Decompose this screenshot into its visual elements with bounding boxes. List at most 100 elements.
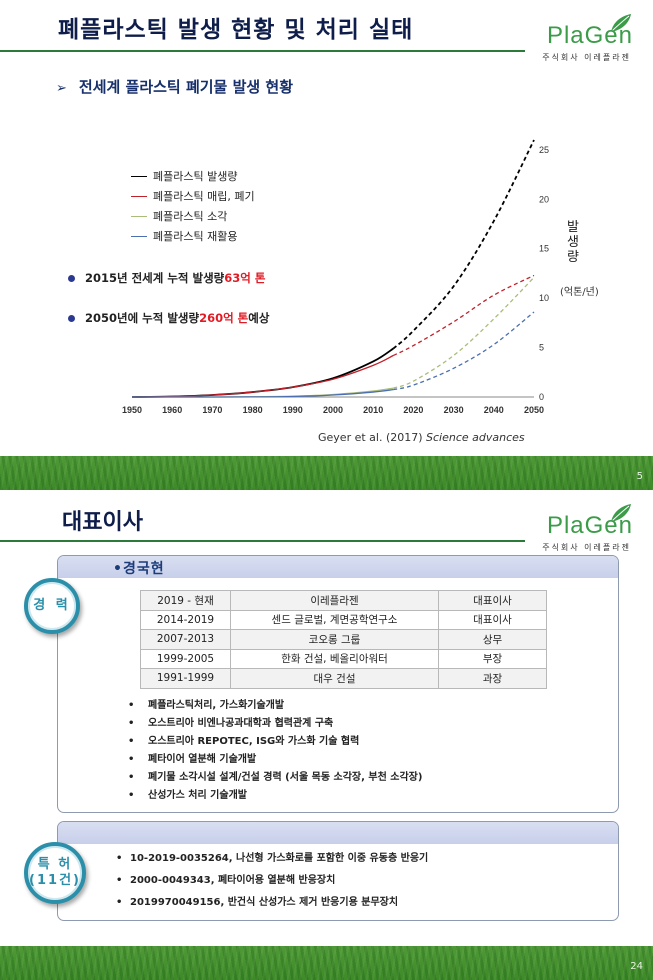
legend-item: 폐플라스틱 발생량: [131, 166, 255, 186]
table-row: 2014-2019 센드 글로벌, 계면공학연구소 대표이사: [140, 609, 547, 630]
y-tick-label: 0: [539, 392, 544, 402]
x-tick-label: 2020: [403, 405, 423, 415]
list-item-text: 오스트리아 비엔나공과대학과 협력관계 구축: [148, 718, 334, 729]
bullet-icon: •: [116, 853, 123, 864]
series-line-projected: [393, 276, 535, 389]
legend-swatch: [131, 195, 147, 197]
career-table: 2019 - 현재 이레플라젠 대표이사 2014-2019 센드 글로벌, 계…: [140, 590, 547, 689]
x-tick-label: 2010: [363, 405, 383, 415]
logo-subtitle: 주식회사 이레플라젠: [542, 53, 631, 62]
bullet-icon: •: [128, 736, 135, 747]
fact-value: 63억 톤: [224, 271, 266, 285]
x-tick-label: 1980: [243, 405, 263, 415]
patent-panel: [57, 821, 619, 921]
source-authors: Geyer et al. (2017): [318, 431, 427, 444]
legend-label: 폐플라스틱 소각: [153, 210, 228, 223]
page-number: 24: [630, 961, 643, 972]
legend-label: 폐플라스틱 재활용: [153, 230, 238, 243]
section-heading-text: 전세계 플라스틱 폐기물 발생 현황: [78, 78, 293, 96]
career-period: 1991-1999: [140, 668, 231, 689]
series-line-projected: [393, 311, 535, 391]
list-item-text: 2000-0049343, 폐타이어용 열분해 반응장치: [130, 875, 336, 886]
career-company: 센드 글로벌, 계면공학연구소: [230, 609, 439, 630]
legend-swatch: [131, 215, 147, 217]
x-tick-label: 1960: [162, 405, 182, 415]
list-item: • 폐플라스틱처리, 가스화기술개발: [128, 697, 422, 715]
list-item-text: 2019970049156, 반건식 산성가스 제거 반응기용 분무장치: [130, 897, 399, 908]
x-tick-label: 1950: [122, 405, 142, 415]
bullet-dot-icon: [68, 274, 75, 282]
bullet-icon: •: [128, 700, 135, 711]
bullet-icon: •: [128, 718, 135, 729]
list-item: • 폐기물 소각시설 설계/건설 경력 (서울 목동 소각장, 부천 소각장): [128, 769, 422, 787]
slide-title: 대표이사: [62, 510, 143, 535]
legend-label: 폐플라스틱 매립, 폐기: [153, 190, 255, 203]
x-tick-label: 2030: [444, 405, 464, 415]
fact-value: 260억 톤: [199, 311, 249, 325]
x-tick-label: 1990: [283, 405, 303, 415]
career-company: 대우 건설: [230, 668, 439, 689]
bullet-dot-icon: [68, 314, 75, 322]
series-line-projected: [392, 139, 535, 350]
patent-badge: 특 허 (11건): [24, 842, 86, 904]
bullet-icon: •: [116, 875, 123, 886]
list-item-text: 산성가스 처리 기술개발: [148, 790, 247, 801]
arrow-bullet-icon: ➢: [56, 81, 67, 96]
career-company: 한화 건설, 베올리아워터: [230, 648, 439, 669]
series-line-historical: [131, 354, 394, 398]
y-axis-label: 발생량: [567, 220, 579, 265]
x-tick-label: 2040: [484, 405, 504, 415]
table-row: 2019 - 현재 이레플라젠 대표이사: [140, 590, 547, 611]
panel-header: [58, 556, 618, 578]
list-item-text: 오스트리아 REPOTEC, ISG와 가스화 기술 협력: [148, 736, 360, 747]
company-logo: PlaGen 주식회사 이레플라젠: [523, 502, 633, 552]
fact-text: 2015년 전세계 누적 발생량: [85, 271, 225, 285]
list-item-text: 폐플라스틱처리, 가스화기술개발: [148, 700, 285, 711]
y-tick-label: 5: [539, 343, 544, 353]
fact-suffix: 예상: [248, 311, 270, 325]
career-period: 2014-2019: [140, 609, 231, 630]
list-item: • 오스트리아 REPOTEC, ISG와 가스화 기술 협력: [128, 733, 422, 751]
plastic-waste-chart: 1950 1960 1970 1980 1990 2000 2010 2020 2030 2040…: [122, 139, 549, 415]
fact-text: 2050년에 누적 발생량: [85, 311, 200, 325]
list-item: • 10-2019-0035264, 나선형 가스화로를 포함한 이중 유동층 반…: [116, 848, 428, 870]
x-tick-label: 2050: [524, 405, 544, 415]
logo-text: PlaGen: [546, 22, 633, 49]
title-underline: [0, 50, 525, 52]
source-citation: Geyer et al. (2017) Science advances: [318, 431, 525, 444]
achievement-list: • 폐플라스틱처리, 가스화기술개발 • 오스트리아 비엔나공과대학과 협력관계 구…: [128, 697, 422, 805]
legend-item: 폐플라스틱 소각: [131, 206, 255, 226]
fact-2050: 2050년에 누적 발생량 260억 톤 예상: [68, 310, 269, 326]
legend-swatch: [131, 235, 147, 237]
career-position: 대표이사: [438, 609, 547, 630]
company-logo: PlaGen 주식회사 이레플라젠: [523, 12, 633, 62]
title-underline: [0, 540, 525, 542]
page-number: 5: [636, 471, 643, 482]
list-item: • 폐타이어 열분해 기술개발: [128, 751, 422, 769]
grass-footer: 24: [0, 946, 653, 980]
list-item: • 오스트리아 비엔나공과대학과 협력관계 구축: [128, 715, 422, 733]
list-item-text: 10-2019-0035264, 나선형 가스화로를 포함한 이중 유동층 반응…: [130, 853, 429, 864]
x-tick-label: 2000: [323, 405, 343, 415]
patent-badge-label: 특 허: [37, 857, 73, 872]
career-company: 코오롱 그룹: [230, 629, 439, 650]
career-position: 부장: [438, 648, 547, 669]
career-position: 상무: [438, 629, 547, 650]
ceo-name: •경국현: [113, 561, 165, 577]
y-tick-label: 25: [539, 145, 549, 155]
leaf-icon: [610, 14, 631, 33]
career-period: 2007-2013: [140, 629, 231, 650]
leaf-icon: [610, 504, 631, 523]
list-item-text: 폐기물 소각시설 설계/건설 경력 (서울 목동 소각장, 부천 소각장): [148, 772, 423, 783]
series-line-historical: [132, 388, 394, 398]
slide-plastic-status: 폐플라스틱 발생 현황 및 처리 실태 PlaGen 주식회사 이레플라젠 ➢ 전…: [0, 12, 653, 490]
logo-text: PlaGen: [546, 512, 633, 539]
logo-subtitle: 주식회사 이레플라젠: [542, 543, 631, 552]
y-tick-label: 15: [539, 244, 549, 254]
table-row: 2007-2013 코오롱 그룹 상무: [140, 629, 547, 650]
section-heading: ➢ 전세계 플라스틱 폐기물 발생 현황: [56, 76, 293, 97]
career-company: 이레플라젠: [230, 590, 439, 611]
bullet-icon: •: [116, 897, 123, 908]
bullet-icon: •: [128, 790, 135, 801]
y-tick-label: 20: [539, 194, 549, 204]
